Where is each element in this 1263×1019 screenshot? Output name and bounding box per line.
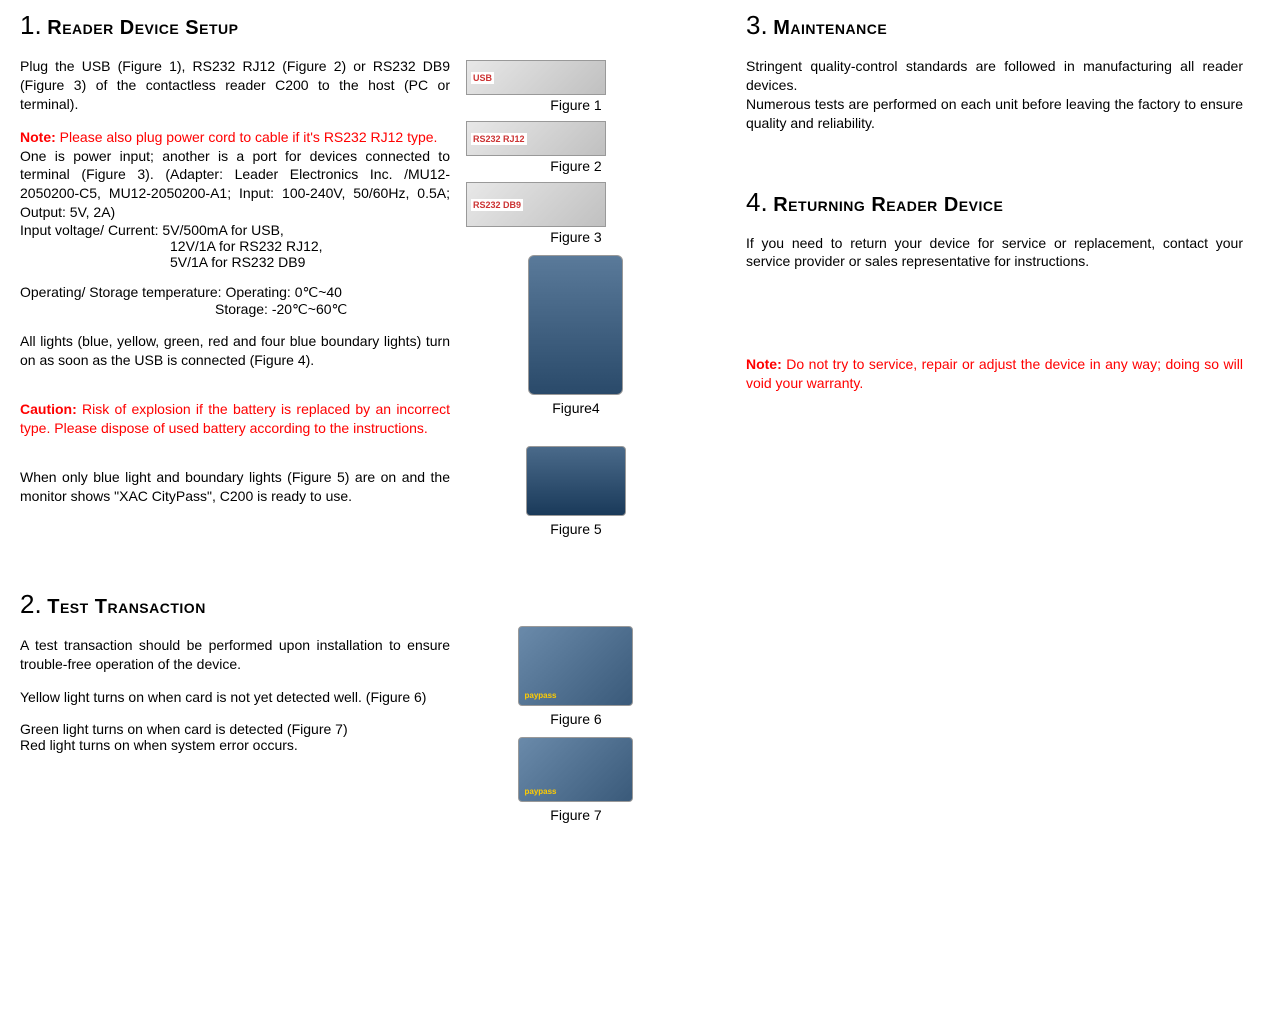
gap2 [746, 147, 1243, 187]
figure7: paypass Figure 7 [506, 737, 646, 823]
section1-p5: When only blue light and boundary lights… [20, 468, 450, 506]
section1-p2d: 5V/1A for RS232 DB9 [20, 254, 450, 270]
figure1: USB Figure 1 [466, 60, 686, 113]
figure6: paypass Figure 6 [506, 626, 646, 727]
section1-p1: Plug the USB (Figure 1), RS232 RJ12 (Fig… [20, 57, 450, 114]
left-column: 1. Reader Device Setup USB Figure 1 RS23… [20, 10, 686, 753]
section4-title: Returning Reader Device [773, 194, 1003, 216]
section1-p3b: Storage: -20℃~60℃ [20, 301, 450, 318]
section4-note-block: Note: Do not try to service, repair or a… [746, 355, 1243, 393]
section1-caution-block: Caution: Risk of explosion if the batter… [20, 400, 450, 438]
section1-p4: All lights (blue, yellow, green, red and… [20, 332, 450, 370]
section2-p2: Yellow light turns on when card is not y… [20, 688, 450, 707]
section2-p3: Green light turns on when card is detect… [20, 721, 450, 737]
section1-p2b: Input voltage/ Current: 5V/500mA for USB… [20, 222, 450, 238]
figure4: Figure4 [466, 255, 686, 416]
section1-p2c: 12V/1A for RS232 RJ12, [20, 238, 450, 254]
section2-body: A test transaction should be performed u… [20, 636, 450, 753]
section2-p4: Red light turns on when system error occ… [20, 737, 450, 753]
section1-body: Plug the USB (Figure 1), RS232 RJ12 (Fig… [20, 57, 450, 505]
section3-num: 3. [746, 10, 768, 40]
figure3-image: RS232 DB9 [466, 182, 606, 227]
section2-heading: 2. Test Transaction [20, 589, 686, 620]
section4-heading: 4. Returning Reader Device [746, 187, 1243, 218]
section1-caution-label: Caution: [20, 401, 77, 417]
figure3-inline-label: RS232 DB9 [471, 199, 523, 211]
figure5-image [526, 446, 626, 516]
figure7-image: paypass [518, 737, 633, 802]
section2-p1: A test transaction should be performed u… [20, 636, 450, 674]
section1-note-text: Please also plug power cord to cable if … [56, 129, 438, 145]
figure6-caption: Figure 6 [506, 711, 646, 727]
section4-p1: If you need to return your device for se… [746, 234, 1243, 272]
right-column: 3. Maintenance Stringent quality-control… [746, 10, 1243, 753]
figure1-caption: Figure 1 [466, 97, 686, 113]
section3-p1: Stringent quality-control standards are … [746, 57, 1243, 95]
figure6-image: paypass [518, 626, 633, 706]
section3-title: Maintenance [773, 17, 887, 39]
gap3 [746, 285, 1243, 355]
figure2-image: RS232 RJ12 [466, 121, 606, 156]
section2-title: Test Transaction [47, 596, 206, 618]
figure1-inline-label: USB [471, 72, 494, 84]
figure7-caption: Figure 7 [506, 807, 646, 823]
figure3: RS232 DB9 Figure 3 [466, 182, 686, 245]
figure2: RS232 RJ12 Figure 2 [466, 121, 686, 174]
section1-caution-text: Risk of explosion if the battery is repl… [20, 401, 450, 436]
figure5-caption: Figure 5 [466, 521, 686, 537]
figures-section1: USB Figure 1 RS232 RJ12 Figure 2 RS232 D… [466, 60, 686, 545]
figure5: Figure 5 [466, 446, 686, 537]
section1-title: Reader Device Setup [47, 17, 238, 39]
figures-section2: paypass Figure 6 paypass Figure 7 [506, 626, 646, 831]
figure2-caption: Figure 2 [466, 158, 686, 174]
section1-note-block: Note: Please also plug power cord to cab… [20, 128, 450, 147]
section1-note-label: Note: [20, 129, 56, 145]
section4-num: 4. [746, 187, 768, 217]
section3-p2: Numerous tests are performed on each uni… [746, 95, 1243, 133]
section2-num: 2. [20, 589, 42, 619]
figure1-image: USB [466, 60, 606, 95]
figure4-image [528, 255, 623, 395]
figure7-card-label: paypass [524, 787, 556, 796]
section4-note-label: Note: [746, 356, 782, 372]
figure2-inline-label: RS232 RJ12 [471, 133, 527, 145]
figure3-caption: Figure 3 [466, 229, 686, 245]
section1-num: 1. [20, 10, 42, 40]
section3-heading: 3. Maintenance [746, 10, 1243, 41]
figure6-card-label: paypass [524, 691, 556, 700]
section4-note-text: Do not try to service, repair or adjust … [746, 356, 1243, 391]
page-columns: 1. Reader Device Setup USB Figure 1 RS23… [20, 10, 1243, 753]
section1-heading: 1. Reader Device Setup [20, 10, 686, 41]
section1-p2a: One is power input; another is a port fo… [20, 147, 450, 223]
figure4-caption: Figure4 [466, 400, 686, 416]
section1-p3a: Operating/ Storage temperature: Operatin… [20, 284, 450, 301]
